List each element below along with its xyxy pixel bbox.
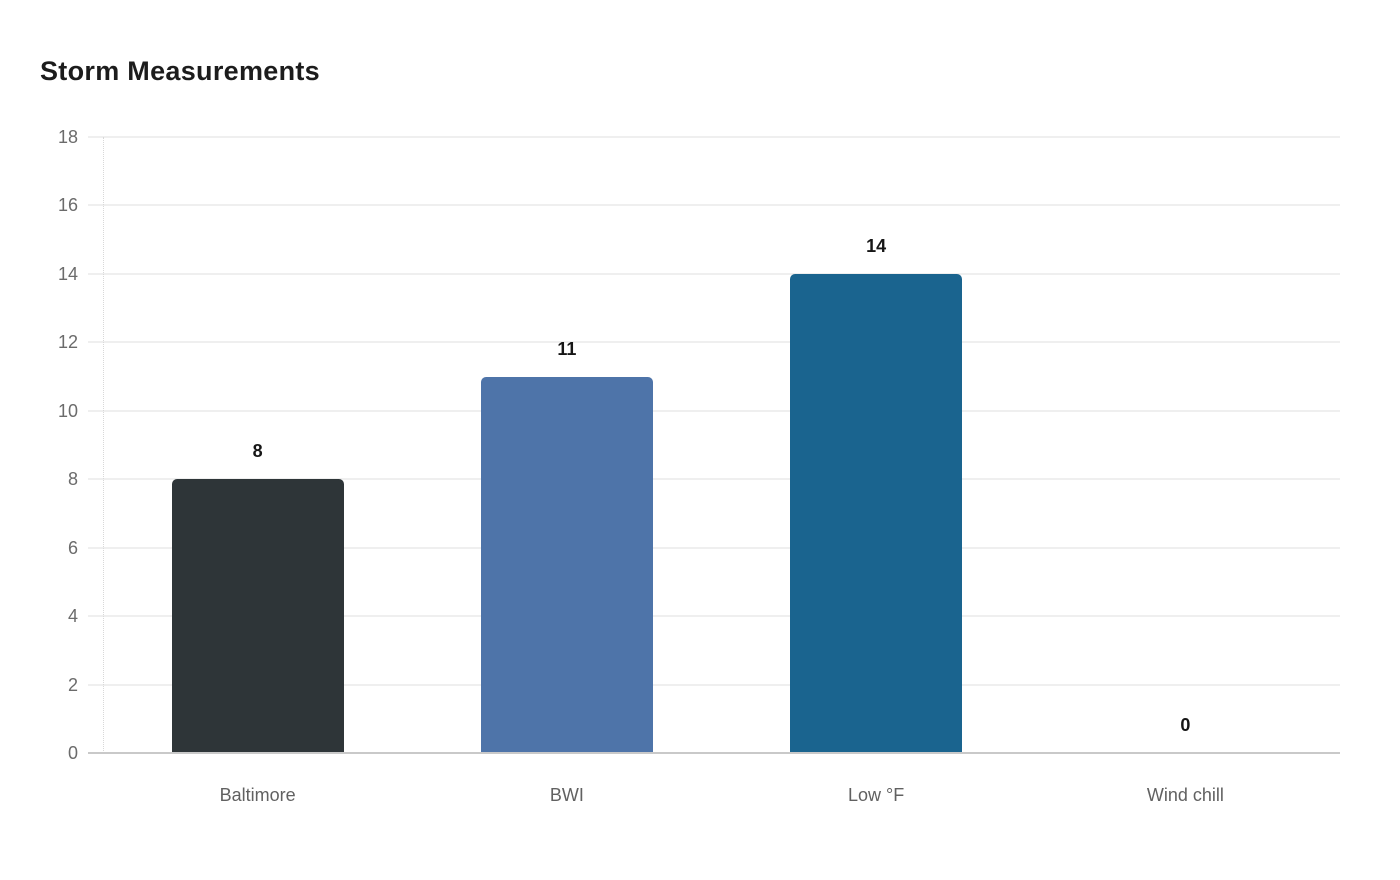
gridline — [88, 683, 1340, 686]
gridline — [88, 752, 103, 754]
y-axis-tick-label: 2 — [67, 674, 78, 695]
y-axis-tick-label: 4 — [67, 606, 78, 627]
y-axis-line — [103, 137, 104, 753]
y-axis-tick-label: 14 — [57, 263, 78, 284]
bar-baltimore[interactable] — [171, 479, 344, 753]
gridline — [88, 409, 1340, 412]
y-axis-tick-label: 18 — [57, 127, 78, 147]
gridline — [88, 136, 1340, 138]
y-axis-tick-label: 8 — [67, 469, 78, 490]
y-axis-tick-label: 12 — [57, 332, 78, 353]
chart-title: Storm Measurements — [40, 56, 320, 86]
x-axis-baseline — [103, 752, 1340, 754]
gridline — [88, 546, 1340, 549]
y-axis-tick-label: 16 — [57, 195, 78, 216]
gridline — [88, 272, 1340, 275]
bar-value-label-baltimore: 8 — [252, 441, 263, 462]
bar-bwi[interactable] — [480, 376, 653, 753]
x-axis-category-label-wind-chill: Wind chill — [1146, 785, 1224, 805]
gridline — [88, 341, 1340, 344]
gridline — [88, 204, 1340, 207]
bar-value-label-low-f: 14 — [866, 235, 887, 256]
y-axis-tick-label: 0 — [67, 743, 78, 763]
x-axis-category-label-bwi: BWI — [549, 785, 584, 805]
bar-low-f[interactable] — [790, 273, 963, 753]
x-axis-category-label-low-f: Low °F — [848, 785, 905, 805]
gridline — [88, 615, 1340, 618]
gridline — [88, 478, 1340, 481]
x-axis-category-label-baltimore: Baltimore — [219, 785, 296, 805]
y-axis-tick-label: 6 — [67, 537, 78, 558]
bar-value-label-wind-chill: 0 — [1180, 715, 1191, 735]
y-axis-tick-label: 10 — [57, 400, 78, 421]
bar-value-label-bwi: 11 — [557, 338, 577, 359]
